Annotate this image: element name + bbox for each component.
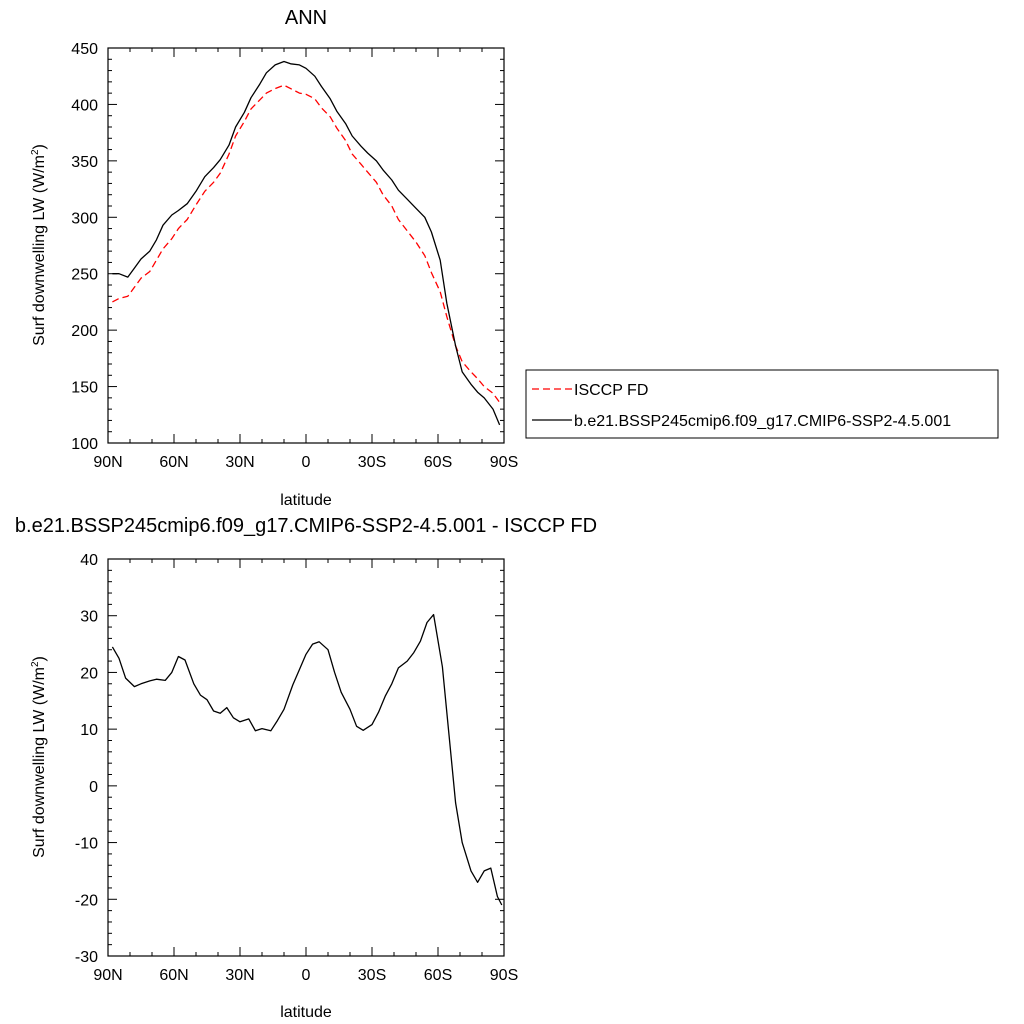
x-axis-label: latitude: [280, 1004, 332, 1021]
y-tick-label: -10: [75, 836, 98, 853]
x-tick-label: 60N: [159, 967, 188, 984]
plot-frame: [107, 47, 505, 444]
y-tick-label: 350: [71, 154, 98, 171]
y-axis-label-main: Surf downwelling LW (W/m: [31, 667, 48, 858]
y-tick-label: 10: [80, 722, 98, 739]
y-tick-label: 40: [80, 552, 98, 569]
legend-label-model: b.e21.BSSP245cmip6.f09_g17.CMIP6-SSP2-4.…: [574, 413, 951, 430]
svg-text:Surf downwelling LW (W/m2): Surf downwelling LW (W/m2): [30, 144, 48, 346]
y-axis-label: Surf downwelling LW (W/m2): [30, 144, 48, 346]
y-tick-label: 20: [80, 665, 98, 682]
y-tick-label: 100: [71, 436, 98, 453]
series-line-model: [112, 60, 501, 426]
y-tick-label: 450: [71, 41, 98, 58]
x-axis-label: latitude: [280, 492, 332, 509]
x-tick-label: 30N: [225, 967, 254, 984]
x-tick-label: 60N: [159, 454, 188, 471]
x-tick-label: 90N: [93, 454, 122, 471]
plot-lines: [111, 613, 503, 906]
y-axis-label-superscript: 2: [30, 149, 41, 155]
y-axis-label-close: ): [31, 144, 48, 149]
x-tick-label: 90S: [490, 454, 518, 471]
y-tick-label: 250: [71, 267, 98, 284]
plot-frame: [107, 558, 505, 957]
y-tick-label: -20: [75, 892, 98, 909]
x-tick-label: 0: [302, 967, 311, 984]
y-axis-label-main: Surf downwelling LW (W/m: [31, 155, 48, 346]
y-axis-label-close: ): [31, 656, 48, 661]
chart-title: b.e21.BSSP245cmip6.f09_g17.CMIP6-SSP2-4.…: [15, 515, 597, 537]
y-axis-label: Surf downwelling LW (W/m2): [30, 656, 48, 858]
x-tick-label: 60S: [424, 967, 452, 984]
y-tick-label: 400: [71, 97, 98, 114]
panel-difference: b.e21.BSSP245cmip6.f09_g17.CMIP6-SSP2-4.…: [15, 515, 597, 1021]
legend: ISCCP FD b.e21.BSSP245cmip6.f09_g17.CMIP…: [525, 369, 999, 439]
y-tick-label: 150: [71, 380, 98, 397]
y-tick-label: 0: [89, 779, 98, 796]
series-line-isccp: [112, 84, 501, 403]
plot-lines: [112, 60, 501, 426]
y-tick-label: 300: [71, 210, 98, 227]
y-tick-label: 30: [80, 609, 98, 626]
y-tick-label: -30: [75, 949, 98, 966]
series-line-model: [111, 613, 503, 906]
chart-title: ANN: [285, 7, 327, 29]
svg-text:Surf downwelling LW (W/m2): Surf downwelling LW (W/m2): [30, 656, 48, 858]
x-tick-label: 0: [302, 454, 311, 471]
panel-annual-mean: ANN Surf downwelling LW (W/m2) latitude …: [30, 7, 518, 509]
x-tick-label: 90N: [93, 967, 122, 984]
x-tick-label: 30S: [358, 967, 386, 984]
legend-label-isccp: ISCCP FD: [574, 382, 648, 399]
y-tick-label: 200: [71, 323, 98, 340]
x-tick-label: 30N: [225, 454, 254, 471]
x-tick-label: 60S: [424, 454, 452, 471]
x-tick-label: 90S: [490, 967, 518, 984]
y-axis-label-superscript: 2: [30, 661, 41, 667]
x-tick-label: 30S: [358, 454, 386, 471]
axis-ticks: 90N 60N 30N 0 30S 60S 90S 100 150 200 250 300 350 400…: [71, 41, 518, 471]
legend-box: [525, 369, 999, 439]
axis-ticks: 90N 60N 30N 0 30S 60S 90S -30 -20 -10 0 10 20 30 40: [75, 552, 518, 984]
